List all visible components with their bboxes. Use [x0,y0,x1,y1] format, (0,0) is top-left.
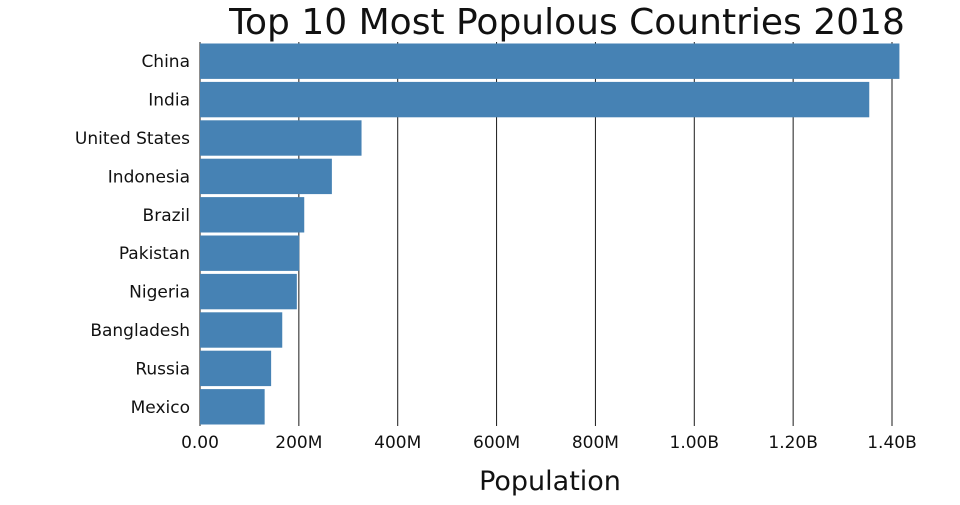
y-axis-ticks: China India United States Indonesia Brazil Pa… [75,52,190,418]
y-tick-label: Pakistan [119,244,190,264]
x-tick-label: 1.00B [670,433,720,453]
bar-china [200,43,900,79]
y-tick-label: United States [75,129,190,149]
bars [200,43,900,425]
x-tick-label: 800M [572,433,619,453]
bar-bangladesh [200,312,283,348]
x-tick-label: 0.00 [181,433,219,453]
bar-india [200,81,870,118]
bar-pakistan [200,235,300,271]
x-axis-ticks: 0.00 200M 400M 600M 800M 1.00B 1.20B 1.40B [181,433,917,453]
x-tick-label: 400M [374,433,421,453]
y-tick-label: Nigeria [129,283,190,303]
x-tick-label: 1.40B [867,433,917,453]
bar-indonesia [200,158,332,195]
y-tick-label: Russia [135,359,190,379]
y-tick-label: China [141,52,190,72]
bar-brazil [200,197,305,233]
x-tick-label: 600M [473,433,520,453]
bar-united-states [200,120,362,156]
x-axis-label: Population [479,466,621,497]
bar-russia [200,350,272,387]
y-tick-label: Bangladesh [90,321,190,341]
y-tick-label: India [148,91,190,111]
x-tick-label: 200M [275,433,322,453]
bar-mexico [200,389,265,425]
bar-nigeria [200,273,297,310]
y-tick-label: Indonesia [108,167,190,187]
x-tick-label: 1.20B [768,433,818,453]
y-tick-label: Mexico [131,398,190,418]
y-tick-label: Brazil [143,206,190,226]
chart-title: Top 10 Most Populous Countries 2018 [228,2,905,43]
